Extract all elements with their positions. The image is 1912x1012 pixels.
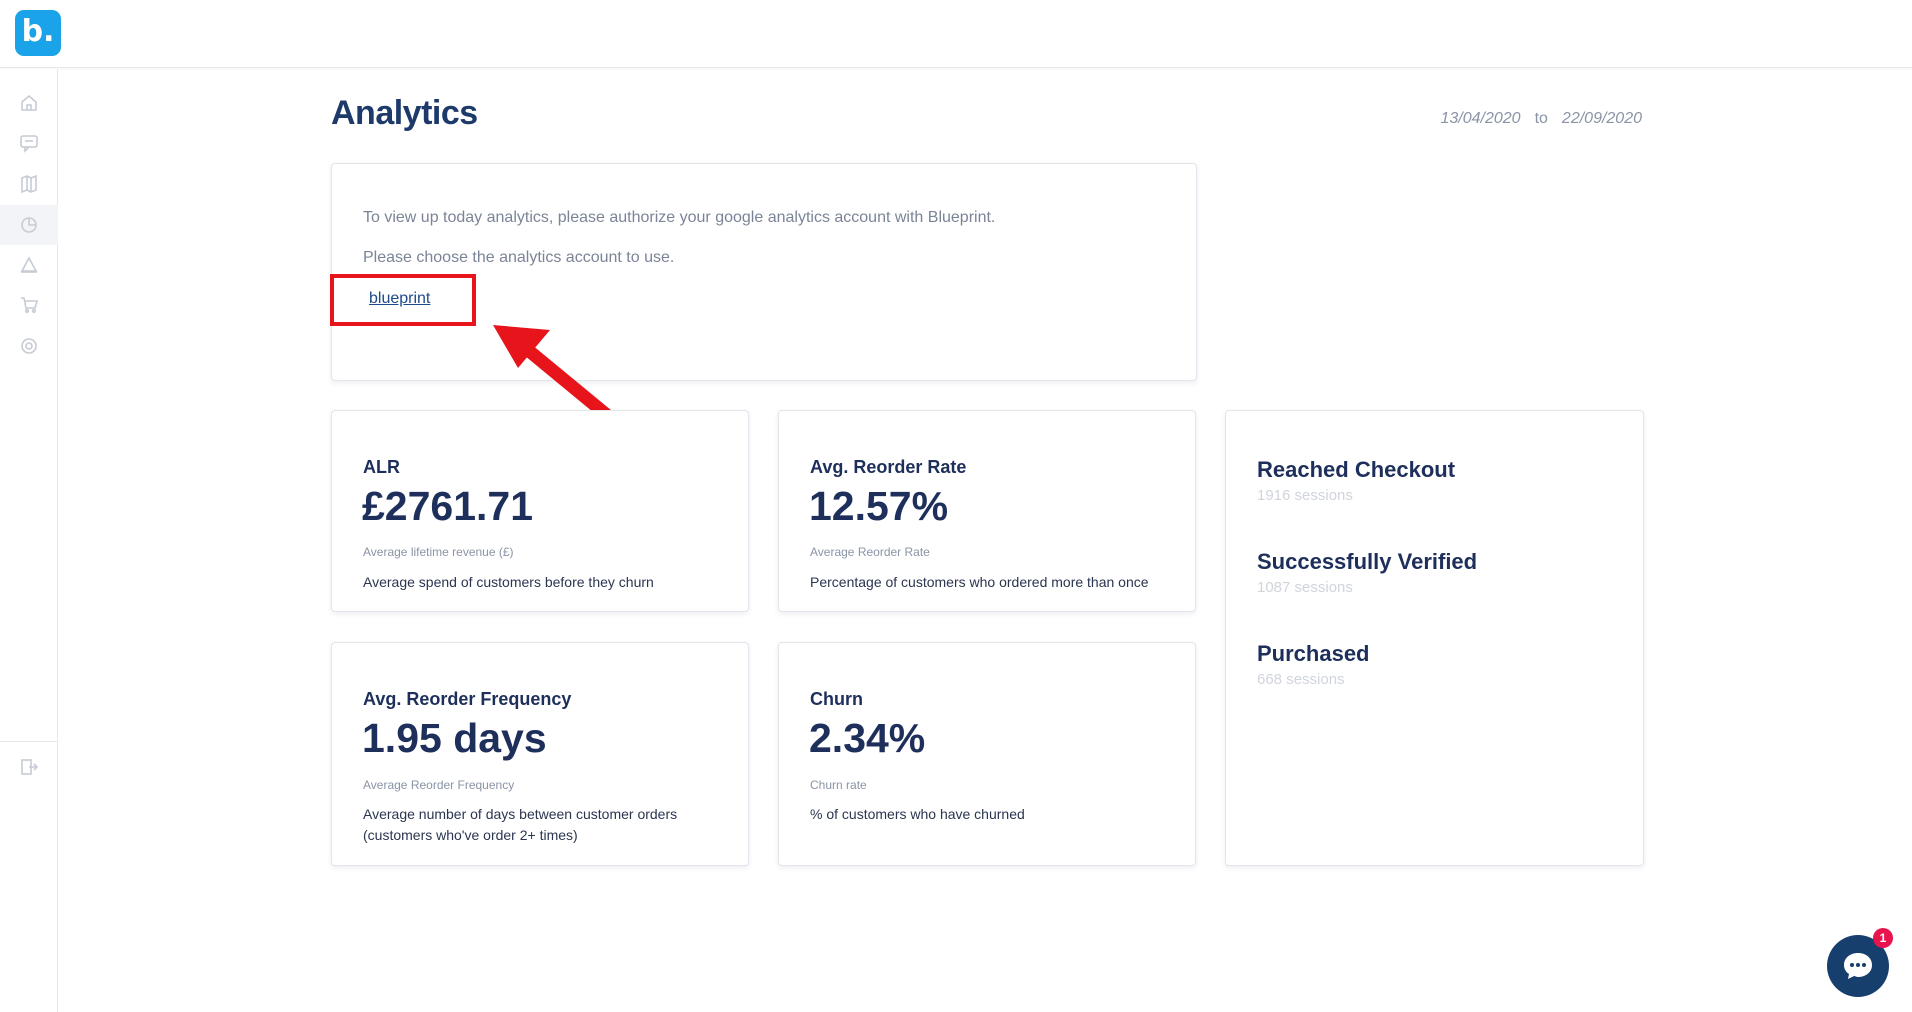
- checkout-funnel-card: Reached Checkout 1916 sessions Successfu…: [1225, 410, 1644, 866]
- settings-icon[interactable]: [0, 326, 58, 366]
- metric-card-churn: Churn 2.34% Churn rate % of customers wh…: [778, 642, 1196, 866]
- auth-instruction: To view up today analytics, please autho…: [363, 209, 996, 226]
- metric-subtitle: Average lifetime revenue (£): [363, 545, 514, 559]
- date-from[interactable]: 13/04/2020: [1440, 110, 1521, 127]
- metric-description: Average spend of customers before they c…: [363, 574, 654, 590]
- chat-bubble-icon: [1844, 953, 1872, 979]
- sidebar: [0, 69, 58, 1012]
- metric-value: 2.34%: [809, 715, 926, 761]
- funnel-step-sessions: 1087 sessions: [1257, 579, 1353, 596]
- funnel-step-sessions: 668 sessions: [1257, 671, 1345, 688]
- metric-value: £2761.71: [362, 483, 534, 529]
- top-bar: b.: [0, 0, 1912, 68]
- page-title: Analytics: [331, 94, 478, 132]
- metric-value: 1.95 days: [362, 715, 547, 761]
- home-icon[interactable]: [0, 83, 58, 123]
- auth-choose-account: Please choose the analytics account to u…: [363, 249, 675, 266]
- messages-icon[interactable]: [0, 123, 58, 163]
- metric-subtitle: Average Reorder Rate: [810, 545, 930, 559]
- logout-icon[interactable]: [0, 747, 58, 787]
- metric-description: Average number of days between customer …: [363, 806, 678, 843]
- analytics-account-link[interactable]: blueprint: [369, 290, 431, 307]
- funnel-step-title: Successfully Verified: [1257, 549, 1478, 574]
- metric-card-alr: ALR £2761.71 Average lifetime revenue (£…: [331, 410, 749, 612]
- date-range[interactable]: 13/04/2020 to 22/09/2020: [1441, 110, 1643, 128]
- metric-subtitle: Average Reorder Frequency: [363, 778, 515, 792]
- funnel-step-title: Purchased: [1257, 641, 1370, 666]
- metric-card-reorder-frequency: Avg. Reorder Frequency 1.95 days Average…: [331, 642, 749, 866]
- cart-icon[interactable]: [0, 285, 58, 325]
- date-to-label: to: [1534, 110, 1548, 127]
- funnel-step-sessions: 1916 sessions: [1257, 487, 1353, 504]
- metric-title: Avg. Reorder Frequency: [363, 689, 572, 709]
- metric-title: Avg. Reorder Rate: [810, 457, 967, 477]
- blueprint-logo[interactable]: b.: [15, 10, 61, 56]
- analytics-auth-card: To view up today analytics, please autho…: [331, 163, 1197, 381]
- metric-subtitle: Churn rate: [810, 778, 867, 792]
- campaigns-icon[interactable]: [0, 245, 58, 285]
- catalog-icon[interactable]: [0, 164, 58, 204]
- metric-description: % of customers who have churned: [810, 806, 1025, 822]
- annotation-highlight-box: [330, 274, 476, 326]
- metric-title: ALR: [363, 457, 400, 477]
- sidebar-divider: [0, 741, 58, 742]
- chat-notification-badge: 1: [1873, 928, 1893, 948]
- funnel-step-title: Reached Checkout: [1257, 457, 1456, 482]
- annotation-arrow-icon: [493, 325, 613, 422]
- date-to[interactable]: 22/09/2020: [1561, 110, 1642, 127]
- metric-card-reorder-rate: Avg. Reorder Rate 12.57% Average Reorder…: [778, 410, 1196, 612]
- metric-title: Churn: [810, 689, 863, 709]
- metric-description: Percentage of customers who ordered more…: [810, 574, 1149, 590]
- analytics-icon[interactable]: [0, 205, 58, 245]
- metric-value: 12.57%: [809, 483, 949, 529]
